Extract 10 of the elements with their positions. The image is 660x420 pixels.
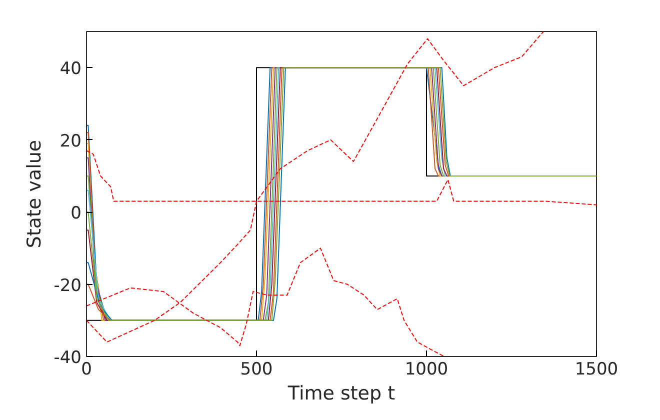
y-tick-label: 0 xyxy=(70,204,82,224)
x-tick-label: 500 xyxy=(240,360,273,380)
x-axis-title: Time step t xyxy=(286,382,396,404)
x-tick-label: 1000 xyxy=(404,360,448,380)
y-tick-label: -40 xyxy=(54,348,82,368)
y-tick-label: -20 xyxy=(54,276,82,296)
x-tick-label: 1500 xyxy=(574,360,618,380)
y-axis-title: State value xyxy=(24,140,46,248)
y-tick-label: 20 xyxy=(60,131,82,152)
y-tick-label: 40 xyxy=(60,59,82,80)
